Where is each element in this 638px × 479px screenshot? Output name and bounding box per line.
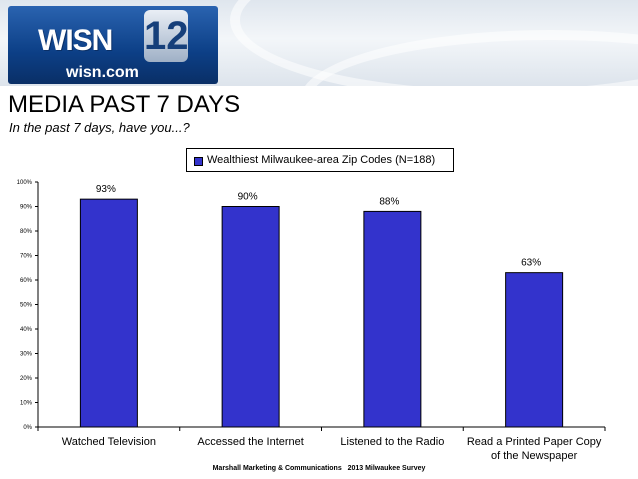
bar: [505, 272, 564, 428]
slide-subtitle: In the past 7 days, have you...?: [9, 120, 190, 135]
slide-footer: Marshall Marketing & Communications 2013…: [212, 465, 426, 472]
x-tick-label: Watched Television: [62, 436, 156, 448]
logo-subtext: wisn.com: [66, 64, 139, 81]
data-label: 63%: [521, 258, 541, 269]
x-tick-label: Listened to the Radio: [340, 436, 444, 448]
y-tick-label: 40%: [20, 327, 33, 333]
y-tick-label: 0%: [23, 425, 32, 431]
legend-swatch: [194, 157, 203, 166]
data-label: 88%: [379, 196, 399, 207]
y-tick-label: 100%: [17, 180, 33, 186]
y-tick-label: 60%: [20, 278, 33, 284]
data-label: 93%: [96, 184, 116, 195]
y-tick-label: 10%: [20, 401, 33, 407]
wisn-logo: WISN 12 wisn.com: [8, 6, 218, 84]
y-tick-label: 50%: [20, 303, 33, 309]
x-tick-label: Read a Printed Paper Copy of the Newspape…: [467, 436, 602, 462]
legend-label: Wealthiest Milwaukee-area Zip Codes (N=1…: [207, 154, 436, 166]
logo-text: WISN: [38, 24, 113, 57]
data-label: 90%: [238, 192, 258, 203]
y-tick-label: 80%: [20, 229, 33, 235]
bar: [363, 210, 422, 428]
y-tick-label: 70%: [20, 254, 33, 260]
logo-number: 12: [144, 10, 189, 62]
bar: [221, 206, 280, 428]
x-tick-label: Accessed the Internet: [197, 436, 303, 448]
header-banner: WISN 12 wisn.com: [0, 0, 638, 86]
y-tick-label: 20%: [20, 376, 33, 382]
y-tick-label: 30%: [20, 352, 33, 358]
slide-title: MEDIA PAST 7 DAYS: [8, 91, 241, 118]
bar: [79, 198, 138, 428]
chart-legend: Wealthiest Milwaukee-area Zip Codes (N=1…: [186, 148, 454, 172]
y-tick-label: 90%: [20, 205, 33, 211]
